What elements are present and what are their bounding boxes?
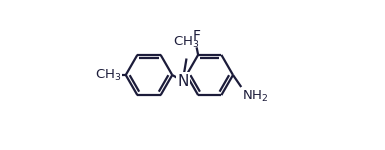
Text: F: F	[192, 29, 201, 43]
Text: CH$_3$: CH$_3$	[173, 34, 200, 50]
Text: CH$_3$: CH$_3$	[95, 68, 121, 82]
Text: NH$_2$: NH$_2$	[242, 88, 268, 104]
Text: N: N	[177, 74, 188, 88]
